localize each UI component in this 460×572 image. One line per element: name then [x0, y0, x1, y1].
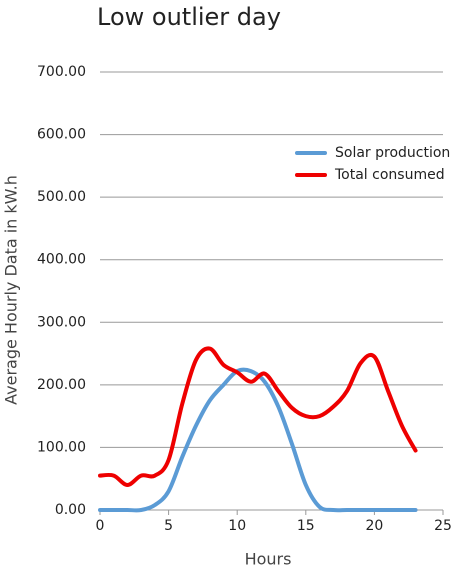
y-tick-label: 700.00: [37, 64, 86, 80]
y-tick-label: 200.00: [37, 377, 86, 393]
series-line: [98, 367, 418, 513]
legend-label: Solar production: [335, 145, 450, 161]
x-axis-label: Hours: [245, 550, 292, 569]
y-axis-label: Average Hourly Data in kW.h: [2, 175, 21, 405]
x-tick-label: 10: [228, 518, 246, 534]
y-tick-label: 0.00: [55, 502, 86, 518]
legend-label: Total consumed: [334, 167, 445, 183]
y-tick-label: 400.00: [37, 252, 86, 268]
series-line: [98, 346, 418, 487]
y-tick-label: 600.00: [37, 127, 86, 143]
x-tick-label: 0: [96, 518, 105, 534]
chart-title: Low outlier day: [97, 3, 281, 31]
x-tick-label: 25: [434, 518, 452, 534]
x-tick-label: 15: [297, 518, 315, 534]
y-tick-label: 500.00: [37, 189, 86, 205]
x-tick-label: 5: [164, 518, 173, 534]
y-tick-label: 300.00: [37, 314, 86, 330]
y-tick-label: 100.00: [37, 439, 86, 455]
x-tick-label: 20: [365, 518, 383, 534]
